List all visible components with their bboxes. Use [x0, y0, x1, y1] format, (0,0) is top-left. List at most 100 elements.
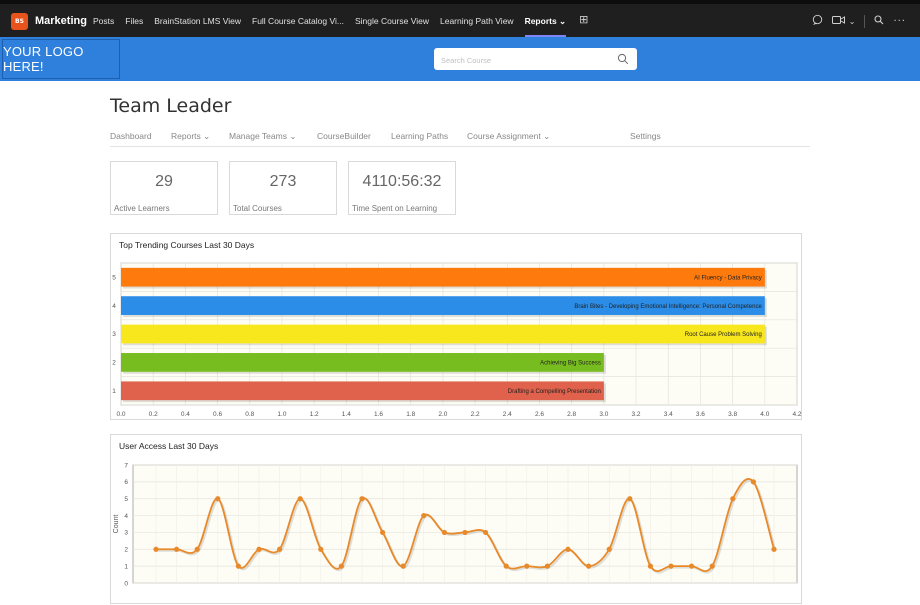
data-point: [215, 496, 221, 502]
add-tab-icon[interactable]: ⊞: [579, 13, 589, 26]
channel-tabs: Posts Files BrainStation LMS View Full Cour…: [93, 4, 588, 37]
team-name[interactable]: Marketing: [35, 15, 87, 27]
subnav-item-0[interactable]: Dashboard: [110, 131, 152, 141]
stat-time-spent: 4110:56:32 Time Spent on Learning: [348, 161, 456, 215]
meet-video-icon[interactable]: [831, 15, 845, 28]
subnav-item-2[interactable]: Manage Teams ⌄: [229, 131, 297, 141]
chat-icon[interactable]: [812, 14, 823, 28]
x-tick-label: 4.2: [792, 411, 801, 418]
team-app-icon[interactable]: BS: [11, 13, 28, 30]
x-tick-label: 3.6: [696, 411, 705, 418]
stat-value: 273: [269, 173, 297, 190]
subnav-item-3[interactable]: CourseBuilder: [317, 131, 371, 141]
data-point: [462, 529, 468, 536]
logo[interactable]: YOUR LOGO HERE!: [2, 39, 120, 79]
subnav-item-4[interactable]: Learning Paths: [391, 131, 449, 141]
y-tick-label: 1: [112, 388, 116, 395]
data-point: [359, 496, 365, 502]
subnav-item-1[interactable]: Reports ⌄: [171, 131, 211, 141]
x-tick-label: 3.0: [599, 411, 608, 418]
y-tick-label: 6: [124, 479, 128, 486]
course-search: [434, 48, 637, 72]
y-tick-label: 0: [124, 580, 128, 587]
data-point: [771, 546, 777, 552]
x-tick-label: 1.4: [342, 411, 351, 418]
y-tick-label: 3: [112, 331, 116, 338]
y-tick-label: 7: [124, 462, 128, 469]
stat-label: Time Spent on Learning: [352, 204, 438, 213]
stat-label: Total Courses: [233, 204, 282, 213]
bar: [121, 324, 765, 344]
user-access-chart: 0 1 2 3 4 5 6 7 Count: [113, 462, 798, 587]
bar: [121, 267, 765, 287]
y-tick-label: 4: [124, 513, 128, 520]
bar-label: Achieving Big Success: [540, 361, 601, 367]
data-point: [668, 563, 674, 569]
subnav-item-5[interactable]: Course Assignment ⌄: [467, 131, 551, 141]
teams-top-bar: BS Marketing Posts Files BrainStation LMS …: [0, 0, 920, 37]
y-tick-label: 4: [112, 303, 116, 310]
bar-label: Drafting a Compelling Presentation: [508, 389, 601, 395]
search-icon[interactable]: [617, 53, 629, 65]
page-title: Team Leader: [110, 95, 232, 117]
x-tick-label: 3.8: [728, 411, 737, 418]
data-point: [689, 563, 695, 569]
y-tick-label: 5: [124, 496, 128, 503]
stat-label: Active Learners: [114, 204, 170, 213]
data-point: [586, 563, 592, 569]
data-point: [318, 546, 324, 552]
x-tick-label: 2.6: [535, 411, 544, 418]
x-tick-label: 2.4: [503, 411, 512, 418]
data-point: [524, 563, 530, 569]
more-options-icon[interactable]: ···: [893, 15, 906, 27]
x-tick-label: 1.8: [406, 411, 415, 418]
tab-3[interactable]: Full Course Catalog Vi...: [252, 16, 344, 26]
tab-4[interactable]: Single Course View: [354, 16, 429, 26]
chart-title: Top Trending Courses Last 30 Days: [119, 240, 255, 250]
app-header: YOUR LOGO HERE!: [0, 37, 920, 81]
data-point: [194, 546, 200, 552]
x-tick-label: 2.8: [567, 411, 576, 418]
data-point: [750, 479, 757, 485]
search-icon[interactable]: [874, 14, 884, 28]
data-point: [400, 563, 406, 569]
data-point: [441, 529, 447, 536]
x-tick-label: 3.4: [664, 411, 673, 418]
y-tick-label: 2: [124, 547, 128, 554]
y-tick-label: 3: [124, 530, 128, 537]
data-point: [277, 546, 283, 552]
tab-0[interactable]: Posts: [93, 16, 115, 26]
x-tick-label: 4.0: [760, 411, 769, 418]
chevron-down-icon[interactable]: ⌄: [848, 16, 856, 26]
tab-6[interactable]: Reports ⌄: [524, 4, 566, 37]
tab-5[interactable]: Learning Path View: [440, 16, 514, 26]
x-tick-label: 1.2: [310, 411, 319, 418]
bar: [121, 353, 604, 372]
data-point: [503, 563, 509, 569]
chart-title: User Access Last 30 Days: [119, 441, 219, 451]
x-tick-label: 2.0: [438, 411, 447, 418]
data-point: [709, 563, 715, 569]
top-right-controls: ⌄ ···: [803, 14, 906, 28]
data-point: [338, 563, 344, 569]
x-tick-label: 0.8: [245, 411, 254, 418]
trending-courses-chart: 0.0 0.2 0.4 0.6 0.8 1.0 1.2 1.4 1.6 1.8 2.0 2.2 2.4 2…: [112, 262, 802, 418]
y-tick-label: 5: [112, 274, 116, 281]
data-point: [421, 512, 427, 519]
search-input[interactable]: [434, 49, 604, 72]
tab-2[interactable]: BrainStation LMS View: [154, 16, 241, 26]
data-point: [256, 546, 262, 552]
subnav-item-6[interactable]: Settings: [630, 131, 661, 141]
x-tick-label: 1.6: [374, 411, 383, 418]
x-tick-label: 0.4: [181, 411, 190, 418]
tab-1[interactable]: Files: [125, 16, 144, 26]
y-axis-label: Count: [113, 515, 120, 534]
data-point: [174, 546, 180, 552]
bar: [121, 381, 604, 401]
trending-courses-panel: Top Trending Courses Last 30 Days 0.0 0.2…: [110, 233, 802, 420]
data-point: [730, 496, 736, 502]
x-tick-label: 0.0: [116, 411, 125, 418]
stat-value: 4110:56:32: [362, 173, 442, 190]
stat-total-courses: 273 Total Courses: [229, 161, 337, 215]
data-point: [544, 563, 550, 569]
